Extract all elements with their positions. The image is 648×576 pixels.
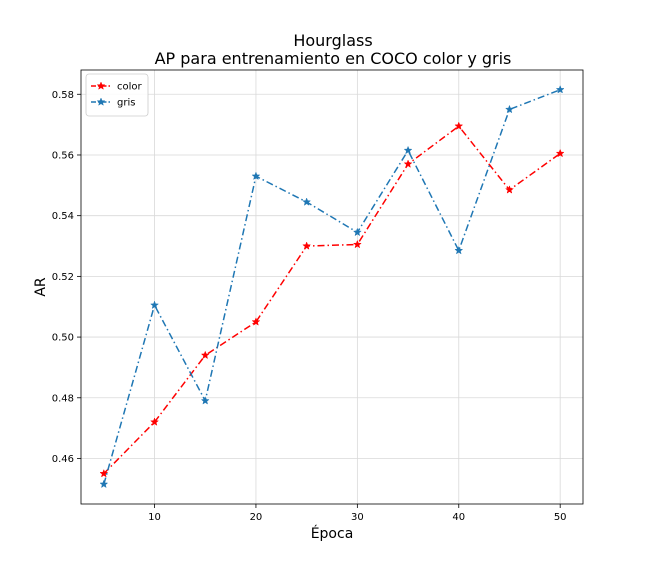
- y-tick-label: 0.58: [52, 90, 74, 101]
- series-color: [99, 121, 565, 478]
- data-point-color: [352, 239, 362, 249]
- x-tick-label: 10: [148, 512, 161, 523]
- series-group: [99, 85, 565, 489]
- y-tick-label: 0.48: [52, 393, 74, 404]
- series-gris: [99, 85, 565, 489]
- legend-box: [85, 73, 149, 117]
- data-point-color: [251, 317, 261, 326]
- data-point-gris: [454, 245, 464, 255]
- grid-lines: [81, 70, 583, 504]
- data-point-gris: [99, 479, 109, 489]
- data-point-color: [505, 185, 514, 194]
- x-tick-label: 20: [250, 512, 263, 523]
- data-point-gris: [150, 300, 159, 310]
- legend-item-gris: gris: [91, 97, 135, 109]
- x-tick-label: 40: [452, 512, 465, 523]
- x-tick-label: 50: [554, 512, 567, 523]
- data-point-color: [150, 417, 159, 426]
- data-point-color: [403, 159, 413, 168]
- x-axis-label: Época: [311, 525, 354, 542]
- y-tick-label: 0.50: [52, 333, 74, 344]
- data-point-gris: [251, 171, 261, 181]
- data-point-gris: [352, 227, 362, 237]
- chart-title: Hourglass: [293, 31, 372, 50]
- data-point-gris: [302, 197, 312, 206]
- data-point-color: [200, 350, 210, 360]
- x-tick-label: 30: [351, 512, 364, 523]
- axes: 10 20 30 40 50 0.46 0.48 0.50 0.52 0.54 0.56 0.58: [52, 69, 584, 523]
- legend-label: gris: [117, 98, 135, 109]
- y-tick-label: 0.56: [52, 150, 74, 161]
- series-line-gris: [103, 89, 561, 485]
- y-tick-label: 0.54: [52, 211, 74, 222]
- legend-label: color: [117, 82, 143, 93]
- data-point-color: [99, 468, 109, 478]
- data-point-color: [302, 241, 312, 250]
- series-line-color: [103, 125, 561, 475]
- data-point-color: [555, 148, 565, 158]
- data-point-color: [454, 121, 464, 130]
- data-point-gris: [200, 396, 210, 405]
- chart-subtitle: AP para entrenamiento en COCO color y gr…: [155, 49, 512, 68]
- legend-swatch-marker: [96, 81, 106, 90]
- y-tick-label: 0.46: [52, 454, 74, 465]
- legend-item-color: color: [91, 81, 143, 93]
- legend-swatch-marker: [96, 97, 106, 106]
- y-axis-label: AR: [33, 277, 49, 297]
- legend: color gris: [85, 73, 149, 117]
- data-point-gris: [403, 145, 413, 155]
- y-tick-label: 0.52: [52, 272, 74, 283]
- data-point-gris: [555, 85, 565, 94]
- data-point-gris: [505, 104, 514, 114]
- plot-frame: [80, 69, 584, 505]
